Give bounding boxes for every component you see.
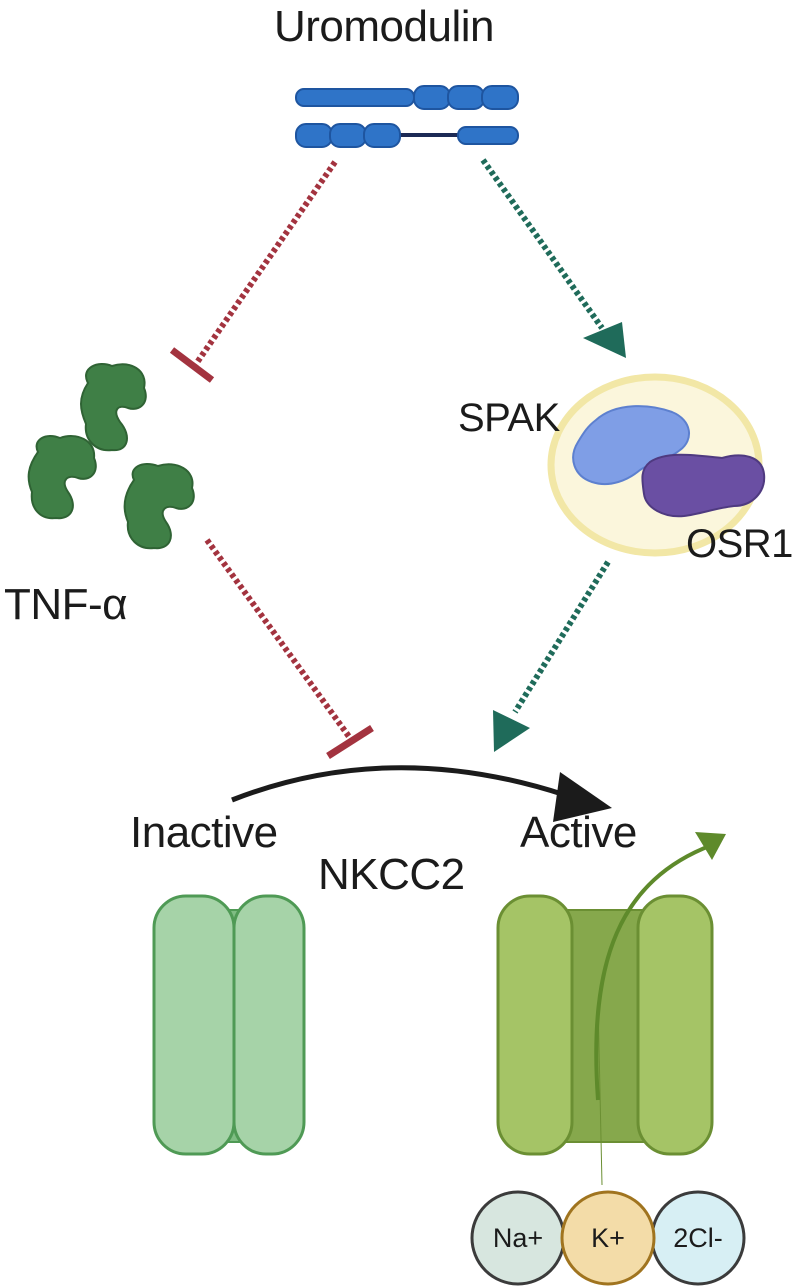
spak-protein: [572, 405, 690, 486]
nkcc2-active-channel: [496, 894, 714, 1156]
nkcc2-inactive-channel: [152, 894, 306, 1156]
osr1-label: OSR1: [686, 522, 793, 566]
k-ion-label: K+: [591, 1223, 625, 1253]
tnf-nkcc2-inhibition-arrow: [204, 538, 374, 759]
osr1-protein: [641, 453, 766, 518]
uromodulin-molecule: [295, 85, 519, 148]
inactive-label: Inactive: [130, 808, 278, 857]
na-ion-label: Na+: [492, 1223, 544, 1253]
k-ion: [560, 1190, 656, 1286]
active-label: Active: [520, 808, 637, 857]
cl-ion-label: 2Cl-: [673, 1223, 723, 1253]
spak-nkcc2-activation-arrow: [493, 560, 611, 752]
uromodulin-tnf-inhibition-arrow: [169, 160, 338, 383]
nkcc2-label: NKCC2: [318, 850, 465, 899]
ion-flow-arrow: [594, 832, 726, 1186]
spak-osr1-complex: [547, 373, 766, 557]
tnf-alpha-proteins: [27, 363, 195, 550]
ion-group: [470, 1190, 746, 1286]
uromodulin-label: Uromodulin: [274, 2, 494, 51]
tnf-alpha-label: TNF-α: [4, 580, 128, 629]
spak-label: SPAK: [458, 396, 560, 440]
uromodulin-spak-activation-arrow: [480, 158, 626, 358]
activation-conversion-arrow: [231, 765, 612, 822]
